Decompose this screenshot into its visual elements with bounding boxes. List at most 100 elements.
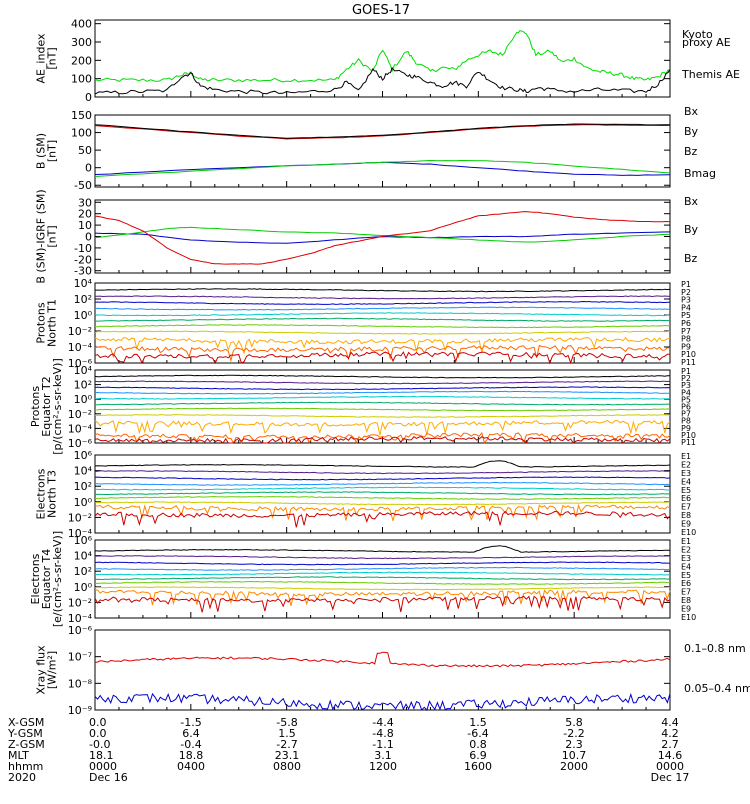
y-tick-label: 300 — [71, 36, 92, 49]
panel-frame-1 — [94, 19, 671, 98]
x-row-value: 10.7 — [562, 749, 587, 762]
x-row-value: 1.5 — [278, 727, 296, 740]
x-row-value: -4.4 — [372, 716, 393, 729]
y-tick-label: 10⁻² — [68, 511, 92, 524]
legend-entry: Themis AE — [681, 68, 740, 81]
y-tick-label: 10⁴ — [74, 277, 93, 290]
series-line-6-3 — [94, 476, 671, 481]
series-line-6-8 — [94, 501, 671, 506]
legend-entry: Bmag — [684, 167, 716, 180]
x-row-value: Dec 16 — [89, 771, 128, 784]
x-row-value: 1.5 — [469, 716, 487, 729]
y-tick-label: 10⁻⁶ — [68, 624, 93, 637]
legend-entry: P1 — [681, 280, 691, 289]
legend-entry: E4 — [681, 477, 691, 486]
legend-entry: E7 — [681, 503, 691, 512]
x-row-value: 0400 — [177, 760, 205, 773]
series-line-3-3 — [94, 211, 671, 265]
legend-entry: P8 — [681, 417, 691, 426]
legend-entry: Kyoto — [682, 28, 713, 41]
legend-entry: E5 — [681, 486, 691, 495]
legend-entry: P5 — [681, 311, 691, 320]
y-axis-label: Electrons — [35, 468, 48, 519]
legend-entry: Bz — [684, 252, 698, 265]
x-row-value: -0.0 — [89, 738, 110, 751]
y-tick-label: -30 — [74, 265, 92, 278]
legend-entry: proxy AE — [682, 36, 731, 49]
series-line-6-10 — [94, 510, 671, 528]
x-row-value: 6.9 — [469, 749, 487, 762]
series-line-6-7 — [94, 495, 671, 500]
series-line-4-1 — [95, 288, 671, 293]
legend-entry: P2 — [681, 288, 691, 297]
legend-entry: E6 — [681, 579, 691, 588]
panel-frame-8 — [94, 629, 671, 711]
legend-entry: P4 — [681, 388, 691, 397]
y-axis-label: Equator T4 — [40, 549, 53, 609]
y-tick-label: 0 — [85, 162, 92, 175]
series-line-7-3 — [94, 561, 671, 566]
x-row-value: 2000 — [560, 760, 588, 773]
x-row-value: -0.4 — [180, 738, 201, 751]
legend-entry: E8 — [681, 511, 691, 520]
legend-entry: E3 — [681, 469, 691, 478]
x-row-label: hhmm — [8, 760, 43, 773]
legend-entry: E1 — [681, 452, 691, 461]
y-tick-label: 50 — [78, 144, 92, 157]
series-line-4-5 — [94, 312, 671, 317]
series-line-5-6 — [94, 401, 671, 406]
series-line-2-4 — [94, 123, 670, 139]
series-line-7-8 — [94, 586, 671, 591]
series-line-1-2 — [94, 66, 671, 95]
y-tick-label: 10⁻⁴ — [68, 341, 93, 354]
x-row-value: 4.4 — [661, 716, 679, 729]
x-row-value: 6.4 — [182, 727, 200, 740]
y-tick-label: 10² — [74, 565, 92, 578]
y-axis-label: [nT] — [46, 47, 59, 69]
series-line-4-10 — [94, 344, 671, 363]
legend-entry: E10 — [681, 613, 696, 622]
y-tick-label: 0 — [85, 91, 92, 104]
legend-entry: P10 — [681, 431, 696, 440]
legend-entry: P5 — [681, 395, 691, 404]
x-row-value: -4.8 — [372, 727, 393, 740]
series-line-4-11 — [94, 351, 671, 365]
x-row-value: -6.4 — [467, 727, 488, 740]
legend-entry: Bz — [684, 145, 698, 158]
series-line-5-11 — [94, 436, 671, 444]
y-tick-label: 10⁻⁴ — [68, 527, 93, 540]
y-tick-label: 10⁻⁴ — [68, 612, 93, 625]
legend-entry: 0.05–0.4 nm — [684, 682, 750, 695]
series-line-3-1 — [94, 231, 671, 244]
y-tick-label: 10⁻⁷ — [68, 651, 92, 664]
legend-entry: P9 — [681, 424, 691, 433]
y-tick-label: 20 — [78, 208, 92, 221]
panel-frame-2 — [94, 114, 671, 188]
legend-entry: E4 — [681, 562, 691, 571]
series-line-5-1 — [94, 374, 670, 379]
series-line-7-4 — [94, 566, 671, 571]
y-tick-label: 10⁰ — [74, 309, 93, 322]
series-line-8-2 — [94, 692, 671, 711]
legend-entry: E6 — [681, 494, 691, 503]
x-row-value: 2.7 — [661, 738, 679, 751]
y-axis-label: AE_index — [35, 33, 48, 84]
x-row-label: MLT — [8, 749, 29, 762]
figure-title: GOES-17 — [352, 3, 410, 18]
legend-entry: P11 — [681, 438, 696, 447]
series-line-2-1 — [94, 161, 671, 176]
series-line-6-1 — [94, 460, 671, 468]
series-line-7-10 — [94, 595, 671, 613]
series-line-7-2 — [94, 555, 671, 560]
x-row-value: 18.8 — [179, 749, 204, 762]
legend-entry: P8 — [681, 335, 691, 344]
x-row-value: 4.2 — [661, 727, 679, 740]
x-row-label: Y-GSM — [7, 727, 43, 740]
legend-entry: By — [684, 125, 699, 138]
y-axis-label: Protons — [35, 302, 48, 343]
y-tick-label: 10² — [74, 480, 92, 493]
x-row-value: -1.5 — [180, 716, 201, 729]
series-line-7-6 — [94, 576, 671, 581]
